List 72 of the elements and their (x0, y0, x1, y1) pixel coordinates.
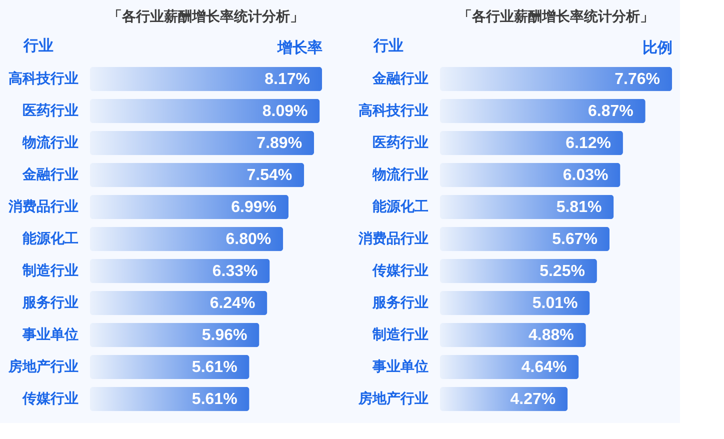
y-tick-label: 传媒行业 (372, 262, 428, 278)
x-axis-title: 比例 (642, 40, 672, 56)
data-label: 5.67% (552, 231, 598, 248)
y-tick-label: 事业单位 (372, 358, 428, 374)
data-label: 5.81% (556, 199, 602, 216)
y-axis-title: 行业 (22, 38, 54, 54)
bar (90, 162, 304, 188)
bar (90, 258, 270, 284)
bar (90, 98, 320, 124)
y-tick-label: 能源化工 (22, 230, 78, 246)
data-label: 8.09% (262, 103, 308, 120)
data-label: 6.80% (226, 231, 272, 248)
y-tick-label: 物流行业 (372, 166, 428, 182)
bar (440, 194, 614, 220)
y-axis-title: 行业 (372, 38, 404, 54)
bar (440, 386, 568, 412)
bar (440, 226, 610, 252)
y-tick-label: 事业单位 (22, 326, 78, 342)
data-label: 7.54% (246, 167, 292, 184)
bar (90, 66, 322, 92)
data-label: 6.24% (210, 295, 256, 312)
y-tick-label: 房地产行业 (8, 358, 78, 374)
y-tick-label: 制造行业 (372, 326, 428, 342)
bar (440, 354, 579, 380)
y-tick-label: 能源化工 (372, 198, 428, 214)
data-label: 6.99% (231, 199, 276, 216)
y-tick-label: 服务行业 (372, 294, 428, 310)
bar (90, 354, 250, 380)
y-tick-label: 服务行业 (22, 294, 78, 310)
bar (90, 226, 284, 252)
x-axis-title: 增长率 (276, 38, 322, 56)
bar (440, 322, 586, 348)
bar (90, 386, 250, 412)
y-tick-label: 房地产行业 (358, 390, 428, 406)
chart-title: 「各行业薪酬增长率统计分析」 (458, 8, 654, 24)
bar (440, 162, 620, 188)
bar (90, 130, 314, 156)
y-tick-label: 金融行业 (372, 70, 428, 86)
bar (440, 258, 597, 284)
data-label: 4.64% (521, 359, 567, 376)
bar (90, 194, 288, 220)
bar (90, 322, 260, 348)
y-tick-label: 制造行业 (22, 262, 78, 278)
chart-title: 「各行业薪酬增长率统计分析」 (108, 8, 304, 24)
data-label: 6.12% (566, 135, 611, 152)
data-label: 6.87% (588, 103, 634, 120)
data-label: 5.61% (192, 359, 238, 376)
data-label: 6.03% (562, 167, 608, 184)
data-label: 4.27% (510, 391, 556, 408)
data-label: 7.76% (614, 71, 660, 88)
data-label: 5.96% (202, 327, 248, 344)
y-tick-label: 高科技行业 (8, 70, 78, 86)
bar (440, 98, 646, 124)
data-label: 8.17% (264, 71, 310, 88)
data-label: 5.25% (540, 263, 585, 280)
data-label: 7.89% (256, 135, 302, 152)
bar (90, 290, 268, 316)
y-tick-label: 医药行业 (372, 134, 428, 150)
y-tick-label: 物流行业 (22, 134, 78, 150)
y-tick-label: 医药行业 (22, 102, 78, 118)
y-tick-label: 消费品行业 (8, 198, 78, 214)
data-label: 5.01% (532, 295, 578, 312)
y-tick-label: 高科技行业 (358, 102, 428, 118)
bar (440, 290, 590, 316)
bar (440, 66, 672, 92)
data-label: 6.33% (212, 263, 258, 280)
y-tick-label: 消费品行业 (358, 230, 428, 246)
data-label: 5.61% (192, 391, 238, 408)
y-tick-label: 传媒行业 (22, 390, 78, 406)
y-tick-label: 金融行业 (22, 166, 78, 182)
bar (440, 130, 623, 156)
data-label: 4.88% (528, 327, 574, 344)
